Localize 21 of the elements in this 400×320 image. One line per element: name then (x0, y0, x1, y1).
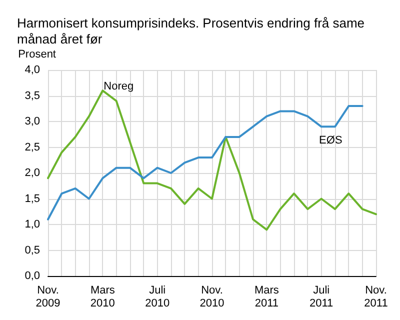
x-tick-label: Nov. 2009 (36, 284, 60, 310)
y-tick-label: 3,0 (24, 116, 40, 128)
y-tick-label: 3,5 (24, 90, 40, 102)
y-tick-label: 1,0 (24, 218, 40, 230)
y-tick-label: 4,0 (24, 64, 40, 76)
x-tick-label: Nov. 2010 (200, 284, 224, 310)
y-tick-label: 0,5 (24, 244, 40, 256)
y-tick-label: 2,0 (24, 167, 40, 179)
x-tick-label: Mars 2010 (90, 284, 116, 310)
x-tick-label: Mars 2011 (254, 284, 280, 310)
series-label: EØS (319, 134, 342, 147)
chart-title: Harmonisert konsumprisindeks. Prosentvis endring frå same månad året før (17, 16, 368, 46)
y-tick-label: 0,0 (24, 270, 40, 282)
y-axis-title: Prosent (18, 48, 56, 60)
x-tick-label: Nov. 2011 (364, 284, 388, 310)
y-tick-label: 1,5 (24, 192, 40, 205)
y-tick-label: 2,5 (24, 141, 40, 154)
x-tick-label: Juli 2011 (310, 284, 334, 310)
x-tick-label: Juli 2010 (145, 284, 170, 310)
line-series (47, 105, 364, 220)
series-label: Noreg (104, 80, 134, 93)
